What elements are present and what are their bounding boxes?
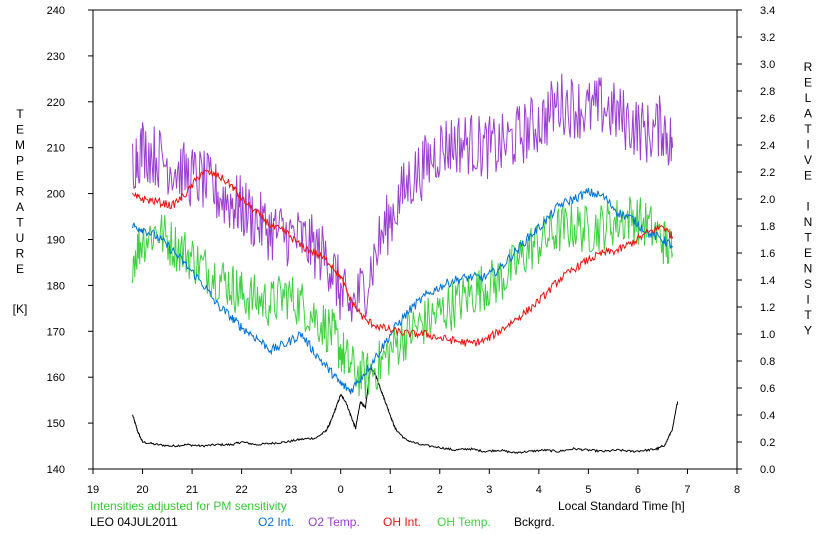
- right-title-letter: I: [806, 293, 809, 307]
- left-title-letter: E: [16, 123, 24, 137]
- left-title-letter: M: [15, 138, 25, 152]
- series-line-o2-temp: [132, 73, 674, 322]
- left-title-letter: E: [16, 262, 24, 276]
- legend-item-bckgrd: Bckgrd.: [514, 515, 555, 529]
- y-left-tick-label: 140: [47, 464, 65, 476]
- series-line-oh-int: [132, 168, 674, 347]
- y-right-tick-label: 1.2: [760, 302, 775, 314]
- right-title-letter: E: [804, 169, 812, 183]
- y-right-tick-label: 1.6: [760, 248, 775, 260]
- right-title-letter: L: [805, 91, 812, 105]
- right-title-letter: Y: [804, 324, 812, 338]
- station-label: LEO 04JUL2011: [90, 515, 178, 529]
- y-right-tick-label: 1.4: [760, 275, 775, 287]
- right-title-letter: T: [804, 231, 812, 245]
- y-right-tick-label: 0.8: [760, 356, 775, 368]
- y-right-tick-label: 2.6: [760, 113, 775, 125]
- left-title-letter: P: [16, 154, 24, 168]
- x-tick-label: 7: [684, 484, 690, 496]
- left-title-letter: R: [16, 185, 25, 199]
- y-right-tick-label: 1.8: [760, 221, 775, 233]
- right-title-letter: T: [804, 308, 812, 322]
- right-title-letter: V: [804, 153, 812, 167]
- legend-item-o2-temp: O2 Temp.: [308, 515, 360, 529]
- y-left-tick-label: 200: [47, 189, 65, 201]
- y-left-tick-label: 160: [47, 372, 65, 384]
- right-title-letter: I: [806, 138, 809, 152]
- right-title-letter: E: [804, 246, 812, 260]
- y-right-tick-label: 3.2: [760, 32, 775, 44]
- y-right-tick-label: 2.2: [760, 167, 775, 179]
- x-tick-label: 23: [285, 484, 297, 496]
- legend-item-o2-int: O2 Int.: [258, 515, 295, 529]
- x-tick-label: 6: [635, 484, 641, 496]
- y-right-tick-label: 3.0: [760, 59, 775, 71]
- y-left-tick-label: 180: [47, 280, 65, 292]
- y-right-tick-label: 0.6: [760, 383, 775, 395]
- right-title-letter: A: [804, 107, 812, 121]
- x-tick-label: 1: [387, 484, 393, 496]
- left-title-letter: U: [16, 231, 25, 245]
- series-line-o2-int: [132, 187, 673, 395]
- series-line-oh-temp: [132, 196, 674, 400]
- sensitivity-note: Intensities adjusted for PM sensitivity: [90, 499, 287, 513]
- left-title-letter: T: [16, 216, 24, 230]
- x-axis: 19 20 21 22 23 0 1 2 3 4 5 6 7 8: [87, 469, 740, 496]
- right-title-letter: E: [804, 76, 812, 90]
- y-right-tick-label: 0.0: [760, 464, 775, 476]
- y-left-tick-label: 240: [47, 5, 65, 17]
- y-right-tick-label: 1.0: [760, 329, 775, 341]
- y-right-tick-label: 3.4: [760, 5, 775, 17]
- y-right-tick-label: 2.8: [760, 86, 775, 98]
- x-axis-title: Local Standard Time [h]: [558, 499, 685, 513]
- y-axis-right: 0.0 0.2 0.4 0.6 0.8 1.0 1.2 1.4 1.6 1.8 2.0 2.2 2.4 2…: [737, 5, 775, 476]
- legend-item-oh-int: OH Int.: [383, 515, 422, 529]
- y-left-tick-label: 210: [47, 143, 65, 155]
- x-tick-label: 22: [235, 484, 247, 496]
- y-left-tick-label: 150: [47, 418, 65, 430]
- y-left-tick-label: 170: [47, 326, 65, 338]
- right-title-letter: T: [804, 122, 812, 136]
- x-tick-label: 0: [338, 484, 344, 496]
- left-title-letter: T: [16, 107, 24, 121]
- right-title-letter: N: [804, 262, 813, 276]
- y-left-tick-label: 190: [47, 235, 65, 247]
- series-layer: [132, 73, 679, 454]
- y-left-tick-label: 230: [47, 51, 65, 63]
- x-tick-label: 21: [186, 484, 198, 496]
- y-right-tick-label: 2.0: [760, 194, 775, 206]
- legend-item-oh-temp: OH Temp.: [437, 515, 491, 529]
- y-axis-left: 140 150 160 170 180 190 200 210 220 230 240: [47, 5, 93, 476]
- y-right-tick-label: 0.4: [760, 410, 775, 422]
- x-tick-label: 4: [536, 484, 542, 496]
- right-title-letter: N: [804, 215, 813, 229]
- right-title-letter: I: [806, 200, 809, 214]
- y-right-tick-label: 0.2: [760, 437, 775, 449]
- right-title-letter: R: [804, 60, 813, 74]
- left-title-unit: [K]: [13, 302, 28, 316]
- y-right-tick-label: 2.4: [760, 140, 775, 152]
- left-title-letter: R: [16, 247, 25, 261]
- x-tick-label: 2: [437, 484, 443, 496]
- x-tick-label: 5: [585, 484, 591, 496]
- y-left-tick-label: 220: [47, 97, 65, 109]
- x-tick-label: 8: [734, 484, 740, 496]
- x-tick-label: 20: [136, 484, 148, 496]
- left-title-letter: A: [16, 200, 24, 214]
- x-tick-label: 3: [486, 484, 492, 496]
- x-tick-label: 19: [87, 484, 99, 496]
- left-title-letter: E: [16, 169, 24, 183]
- right-title-letter: S: [804, 277, 812, 291]
- plot-frame: [92, 9, 738, 470]
